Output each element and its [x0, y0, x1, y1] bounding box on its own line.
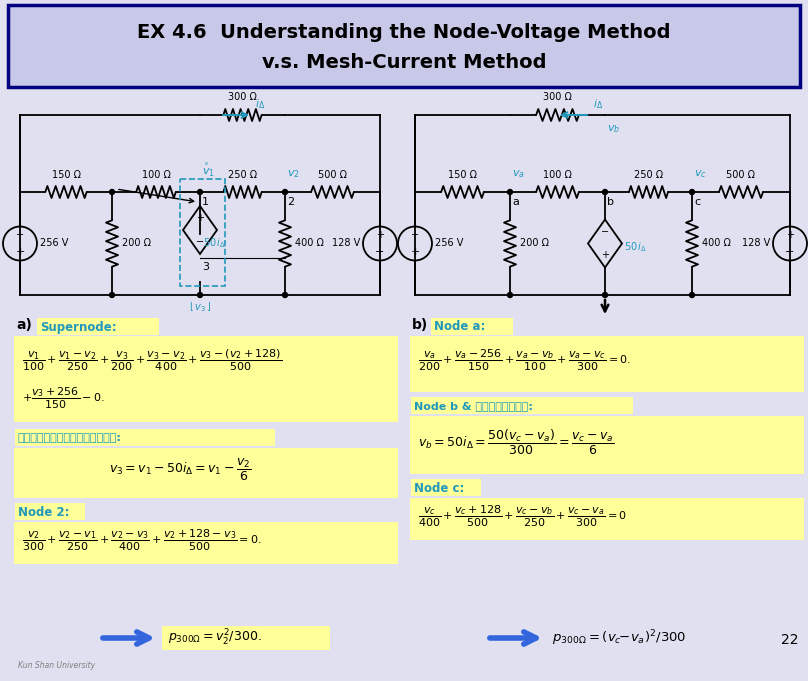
Text: a): a) — [16, 318, 32, 332]
Text: 2: 2 — [287, 197, 294, 207]
Text: 250 Ω: 250 Ω — [634, 170, 663, 180]
Text: 250 Ω: 250 Ω — [228, 170, 257, 180]
Circle shape — [283, 189, 288, 195]
Text: Node a:: Node a: — [434, 321, 486, 334]
Text: 150 Ω: 150 Ω — [448, 170, 477, 180]
Text: $v_a$: $v_a$ — [512, 168, 525, 180]
Text: 300 Ω: 300 Ω — [543, 92, 572, 102]
Text: b: b — [607, 197, 614, 207]
Text: 256 V: 256 V — [435, 238, 463, 249]
FancyBboxPatch shape — [410, 498, 804, 540]
FancyBboxPatch shape — [15, 429, 275, 446]
Circle shape — [689, 189, 695, 195]
Text: $\dfrac{v_c}{400} + \dfrac{v_c + 128}{500} + \dfrac{v_c - v_b}{250} + \dfrac{v_c: $\dfrac{v_c}{400} + \dfrac{v_c + 128}{50… — [418, 503, 627, 528]
Text: 400 Ω: 400 Ω — [295, 238, 324, 249]
Text: Node c:: Node c: — [414, 481, 465, 494]
Text: a: a — [512, 197, 519, 207]
FancyBboxPatch shape — [431, 318, 513, 335]
Circle shape — [603, 293, 608, 298]
Circle shape — [507, 189, 512, 195]
Text: −: − — [601, 227, 609, 236]
Text: Supernode:: Supernode: — [40, 321, 116, 334]
Text: $v_b$: $v_b$ — [607, 123, 620, 135]
Text: 1: 1 — [202, 197, 209, 207]
Text: +: + — [410, 247, 419, 257]
Text: $i_\Delta$: $i_\Delta$ — [255, 97, 265, 111]
Text: 100 Ω: 100 Ω — [141, 170, 170, 180]
Text: $v_2$: $v_2$ — [287, 168, 300, 180]
FancyBboxPatch shape — [37, 318, 159, 335]
Text: 200 Ω: 200 Ω — [122, 238, 151, 249]
Circle shape — [197, 293, 203, 298]
Text: 500 Ω: 500 Ω — [318, 170, 347, 180]
Text: 150 Ω: 150 Ω — [52, 170, 81, 180]
FancyBboxPatch shape — [8, 5, 800, 87]
Text: 400 Ω: 400 Ω — [702, 238, 731, 249]
FancyBboxPatch shape — [411, 397, 633, 414]
Text: v.s. Mesh-Current Method: v.s. Mesh-Current Method — [262, 52, 546, 72]
Text: +: + — [376, 229, 384, 240]
Text: −: − — [16, 229, 24, 240]
Text: $p_{300\Omega} = v_2^2/300.$: $p_{300\Omega} = v_2^2/300.$ — [168, 628, 262, 648]
Circle shape — [110, 293, 115, 298]
FancyBboxPatch shape — [162, 626, 330, 650]
Text: Node 2:: Node 2: — [18, 505, 69, 518]
Text: $i_\Delta$: $i_\Delta$ — [593, 97, 604, 111]
FancyBboxPatch shape — [411, 479, 481, 496]
Text: −: − — [196, 237, 204, 247]
Text: 3: 3 — [202, 262, 209, 272]
Text: $\overset{\circ}{v}_1$: $\overset{\circ}{v}_1$ — [202, 162, 215, 180]
Circle shape — [197, 189, 203, 195]
Text: −: − — [785, 247, 795, 257]
Text: $\dfrac{v_a}{200} + \dfrac{v_a - 256}{150} + \dfrac{v_a - v_b}{100} + \dfrac{v_a: $\dfrac{v_a}{200} + \dfrac{v_a - 256}{15… — [418, 347, 631, 373]
Text: 22: 22 — [781, 633, 798, 647]
Text: $50\,i_\Delta$: $50\,i_\Delta$ — [203, 236, 226, 250]
Text: 300 Ω: 300 Ω — [228, 92, 257, 102]
Text: $v_c$: $v_c$ — [694, 168, 707, 180]
Text: +: + — [15, 247, 25, 257]
Text: $v_b = 50i_\Delta = \dfrac{50(v_c - v_a)}{300} = \dfrac{v_c - v_a}{6}$: $v_b = 50i_\Delta = \dfrac{50(v_c - v_a)… — [418, 428, 614, 456]
Text: −: − — [411, 229, 419, 240]
Text: 256 V: 256 V — [40, 238, 69, 249]
Text: 200 Ω: 200 Ω — [520, 238, 549, 249]
FancyBboxPatch shape — [14, 336, 398, 422]
FancyBboxPatch shape — [15, 503, 85, 520]
Text: EX 4.6  Understanding the Node-Voltage Method: EX 4.6 Understanding the Node-Voltage Me… — [137, 22, 671, 42]
Text: Node b & 相依電源控制變數:: Node b & 相依電源控制變數: — [414, 401, 532, 411]
FancyBboxPatch shape — [410, 336, 804, 392]
Text: +: + — [196, 213, 204, 223]
Text: $\dfrac{v_1}{100} + \dfrac{v_1 - v_2}{250} + \dfrac{v_3}{200} + \dfrac{v_3 - v_2: $\dfrac{v_1}{100} + \dfrac{v_1 - v_2}{25… — [22, 347, 282, 373]
Circle shape — [689, 293, 695, 298]
Circle shape — [110, 189, 115, 195]
Text: 電壓源限制式與相依電源控制變數:: 電壓源限制式與相依電源控制變數: — [18, 433, 122, 443]
FancyBboxPatch shape — [410, 416, 804, 474]
Text: 128 V: 128 V — [742, 238, 770, 249]
Text: $\dfrac{v_2}{300} + \dfrac{v_2 - v_1}{250} + \dfrac{v_2 - v_3}{400} + \dfrac{v_2: $\dfrac{v_2}{300} + \dfrac{v_2 - v_1}{25… — [22, 527, 262, 553]
Text: +: + — [786, 229, 794, 240]
Text: $\lfloor\, v_3\,\rfloor$: $\lfloor\, v_3\,\rfloor$ — [189, 300, 211, 314]
Circle shape — [283, 293, 288, 298]
Text: −: − — [375, 247, 385, 257]
FancyBboxPatch shape — [14, 448, 398, 498]
Text: $+ \dfrac{v_3 + 256}{150} - 0.$: $+ \dfrac{v_3 + 256}{150} - 0.$ — [22, 385, 104, 411]
Text: $50\,i_\Delta$: $50\,i_\Delta$ — [624, 240, 647, 255]
Text: c: c — [694, 197, 700, 207]
Circle shape — [603, 189, 608, 195]
Text: 100 Ω: 100 Ω — [543, 170, 572, 180]
Text: Kun Shan University: Kun Shan University — [18, 661, 95, 669]
Text: $p_{300\Omega} = (v_c\!\!-\!v_a)^2/300$: $p_{300\Omega} = (v_c\!\!-\!v_a)^2/300$ — [552, 628, 686, 648]
Text: 128 V: 128 V — [332, 238, 360, 249]
Text: 500 Ω: 500 Ω — [726, 170, 755, 180]
Text: b): b) — [412, 318, 428, 332]
Circle shape — [507, 293, 512, 298]
Text: $v_3 = v_1 - 50i_\Delta = v_1 - \dfrac{v_2}{6}$: $v_3 = v_1 - 50i_\Delta = v_1 - \dfrac{v… — [109, 457, 251, 483]
FancyBboxPatch shape — [14, 522, 398, 564]
Text: +: + — [601, 251, 609, 261]
